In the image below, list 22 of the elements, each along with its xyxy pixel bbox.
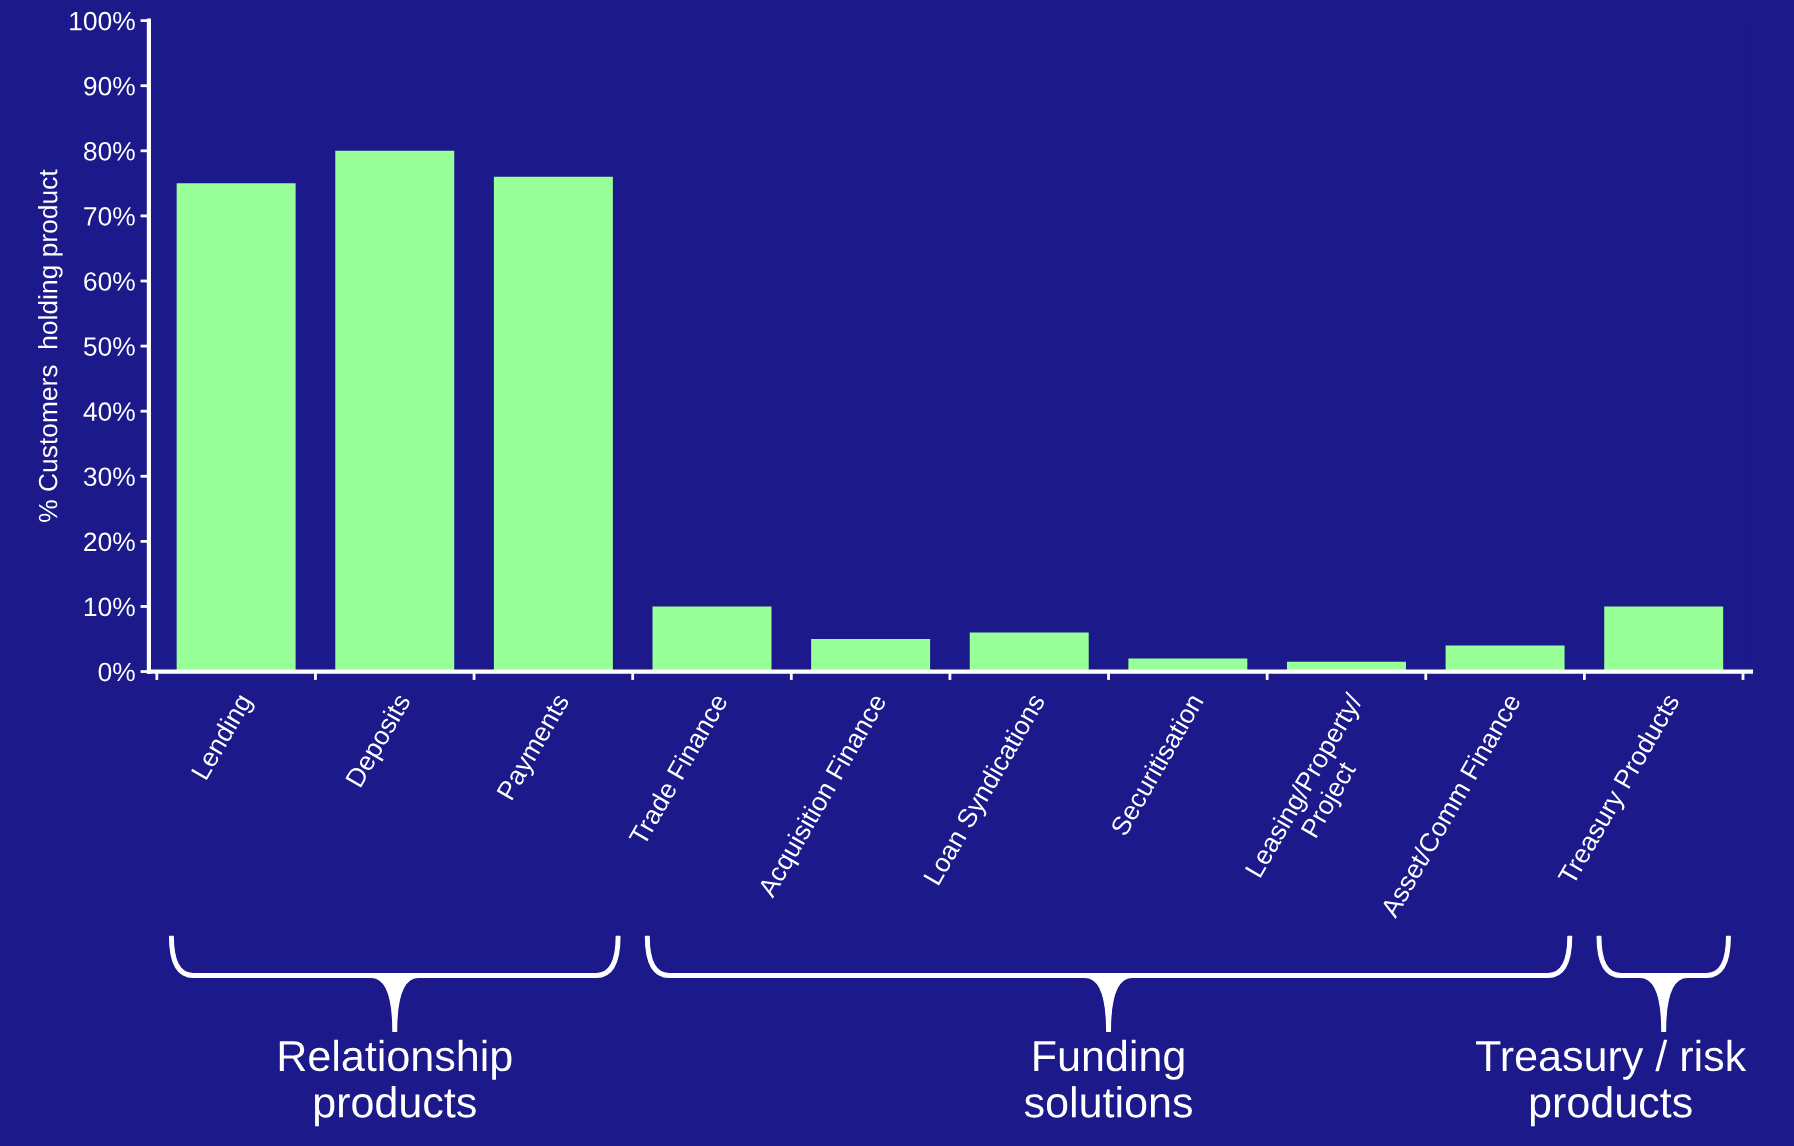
bar (811, 639, 931, 672)
y-tick-label: 60% (84, 272, 135, 291)
bar (176, 183, 296, 672)
bar (335, 150, 455, 672)
y-tick-label: 90% (84, 76, 135, 96)
bar (1604, 606, 1724, 672)
y-tick-label: 70% (84, 207, 135, 226)
y-tick-label: 80% (84, 141, 135, 161)
y-tick-label: 50% (83, 337, 135, 356)
y-tick-label: 40% (83, 402, 135, 422)
bar (969, 632, 1089, 672)
y-tick-label: 100% (70, 11, 135, 31)
text: Relationship products (279, 1039, 512, 1127)
y-tick-label: 10% (84, 597, 135, 617)
bar (493, 176, 613, 672)
y-tick-label: 0% (98, 662, 135, 682)
bar (652, 606, 772, 672)
y-axis-title: % Customers holding product (38, 169, 63, 522)
y-tick-label: 20% (84, 532, 135, 552)
y-tick-label: 30% (83, 467, 135, 487)
text: Funding solutions (1024, 1039, 1192, 1118)
text: Treasury / risk products (1476, 1039, 1747, 1127)
